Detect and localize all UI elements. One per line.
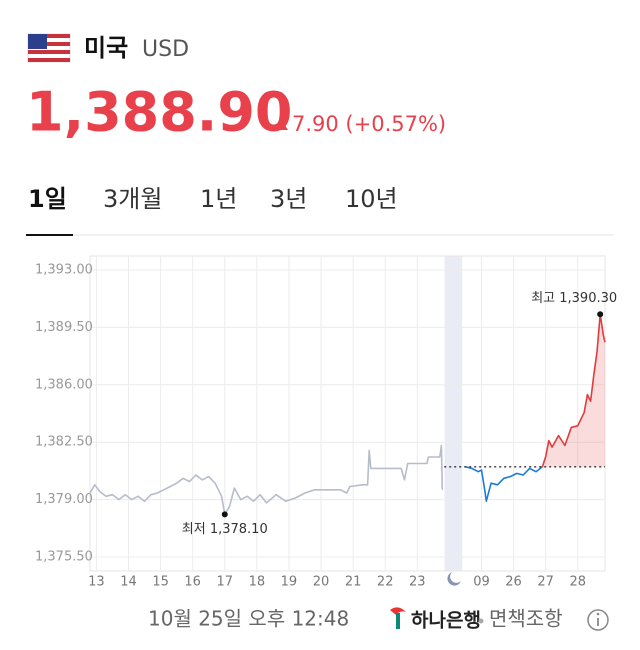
x-tick-label: 23 <box>409 575 426 590</box>
x-tick-label: 16 <box>184 575 201 590</box>
x-tick-label: 09 <box>473 575 490 590</box>
timestamp: 10월 25일 오후 12:48 <box>148 607 349 631</box>
night-icon <box>447 572 461 586</box>
bank: 하나은행 <box>411 610 481 632</box>
y-tick-label: 1,389.50 <box>35 320 93 335</box>
night-band <box>444 256 463 571</box>
line <box>89 444 444 516</box>
x-tick-label: 22 <box>377 575 394 590</box>
x-tick-label: 15 <box>152 575 169 590</box>
x-tick-label: 21 <box>345 575 362 590</box>
tab[interactable]: 3년 <box>270 185 307 213</box>
annotation: 최고 1,390.30 <box>531 291 617 306</box>
extreme-dot <box>597 311 604 318</box>
x-tick-label: 13 <box>88 575 105 590</box>
area <box>542 314 605 467</box>
line <box>541 313 606 468</box>
annotation: 최저 1,378.10 <box>182 522 268 537</box>
tab[interactable]: 1일 <box>28 185 67 213</box>
up-arrow <box>274 119 288 130</box>
separator <box>478 618 484 624</box>
chart: 1,375.50 1,379.00 1,382.50 1,386.00 1,389.50… <box>35 255 617 590</box>
tabs: 1일 3개월 1년 3년 10년 <box>28 185 398 213</box>
tab[interactable]: 10년 <box>345 185 398 213</box>
country: 미국 <box>84 34 128 62</box>
plot-frame <box>89 255 606 572</box>
x-tick-label: 19 <box>281 575 298 590</box>
currency: USD <box>142 37 189 62</box>
info-icon[interactable] <box>587 609 609 631</box>
x-tick-label: 26 <box>505 575 522 590</box>
flag <box>27 33 71 63</box>
tab[interactable]: 3개월 <box>103 185 162 213</box>
x-tick-label: 18 <box>249 575 266 590</box>
tab[interactable]: 1년 <box>200 185 237 213</box>
disclaimer[interactable]: 면책조항 <box>489 607 563 631</box>
extreme-dot <box>221 511 228 518</box>
x-tick-label: 20 <box>313 575 330 590</box>
y-tick-label: 1,386.00 <box>35 377 93 392</box>
y-tick-label: 1,375.50 <box>35 550 93 565</box>
change: 7.90 (+0.57%) <box>292 112 446 136</box>
y-tick-label: 1,393.00 <box>35 263 93 278</box>
y-tick-label: 1,382.50 <box>35 435 93 450</box>
x-tick-label: 14 <box>120 575 137 590</box>
x-tick-label: 28 <box>569 575 586 590</box>
bank-logo <box>390 607 406 629</box>
y-tick-label: 1,379.00 <box>35 492 93 507</box>
price: 1,388.90 <box>26 81 292 144</box>
line <box>465 466 543 502</box>
x-tick-label: 17 <box>216 575 233 590</box>
x-tick-label: 27 <box>537 575 554 590</box>
